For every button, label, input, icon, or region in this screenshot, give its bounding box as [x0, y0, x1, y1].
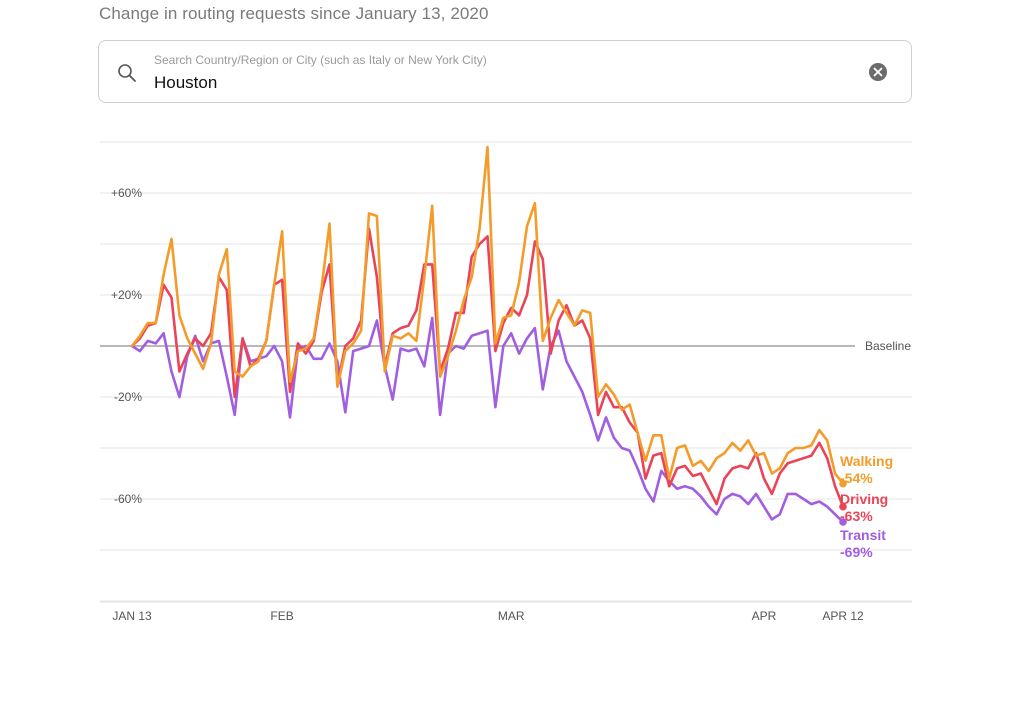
x-tick-label: FEB	[270, 609, 293, 623]
search-icon	[118, 64, 136, 82]
x-tick-label: APR	[752, 609, 777, 623]
series-line-driving	[130, 227, 845, 508]
series-name-transit: Transit	[840, 527, 886, 543]
search-box[interactable]: Search Country/Region or City (such as I…	[98, 40, 912, 103]
y-tick-label: +60%	[111, 186, 142, 200]
y-tick-label: -20%	[114, 390, 142, 404]
series-end-value-driving: -63%	[840, 508, 873, 524]
series-line-transit	[130, 316, 845, 524]
series-end-value-transit: -69%	[840, 544, 873, 560]
series-end-dot-transit	[839, 518, 847, 526]
x-tick-label: MAR	[498, 609, 525, 623]
x-tick-label: JAN 13	[112, 609, 152, 623]
y-tick-label: +20%	[111, 288, 142, 302]
series-name-driving: Driving	[840, 491, 888, 507]
baseline-label: Baseline	[865, 339, 911, 353]
page-title: Change in routing requests since January…	[99, 4, 489, 23]
series-end-dot-walking	[839, 479, 847, 488]
mobility-chart: Baseline +60% +20% -20% -60% JAN 13 FEB MAR APR A…	[100, 141, 912, 623]
series-line-walking	[130, 145, 845, 486]
search-placeholder: Search Country/Region or City (such as I…	[154, 53, 487, 67]
search-input[interactable]	[154, 73, 754, 93]
y-tick-label: -60%	[114, 492, 142, 506]
x-tick-label: APR 12	[822, 609, 864, 623]
clear-icon[interactable]	[868, 62, 888, 82]
series-name-walking: Walking	[840, 453, 893, 469]
series-end-dot-driving	[839, 502, 847, 511]
series-end-value-walking: -54%	[840, 470, 873, 486]
